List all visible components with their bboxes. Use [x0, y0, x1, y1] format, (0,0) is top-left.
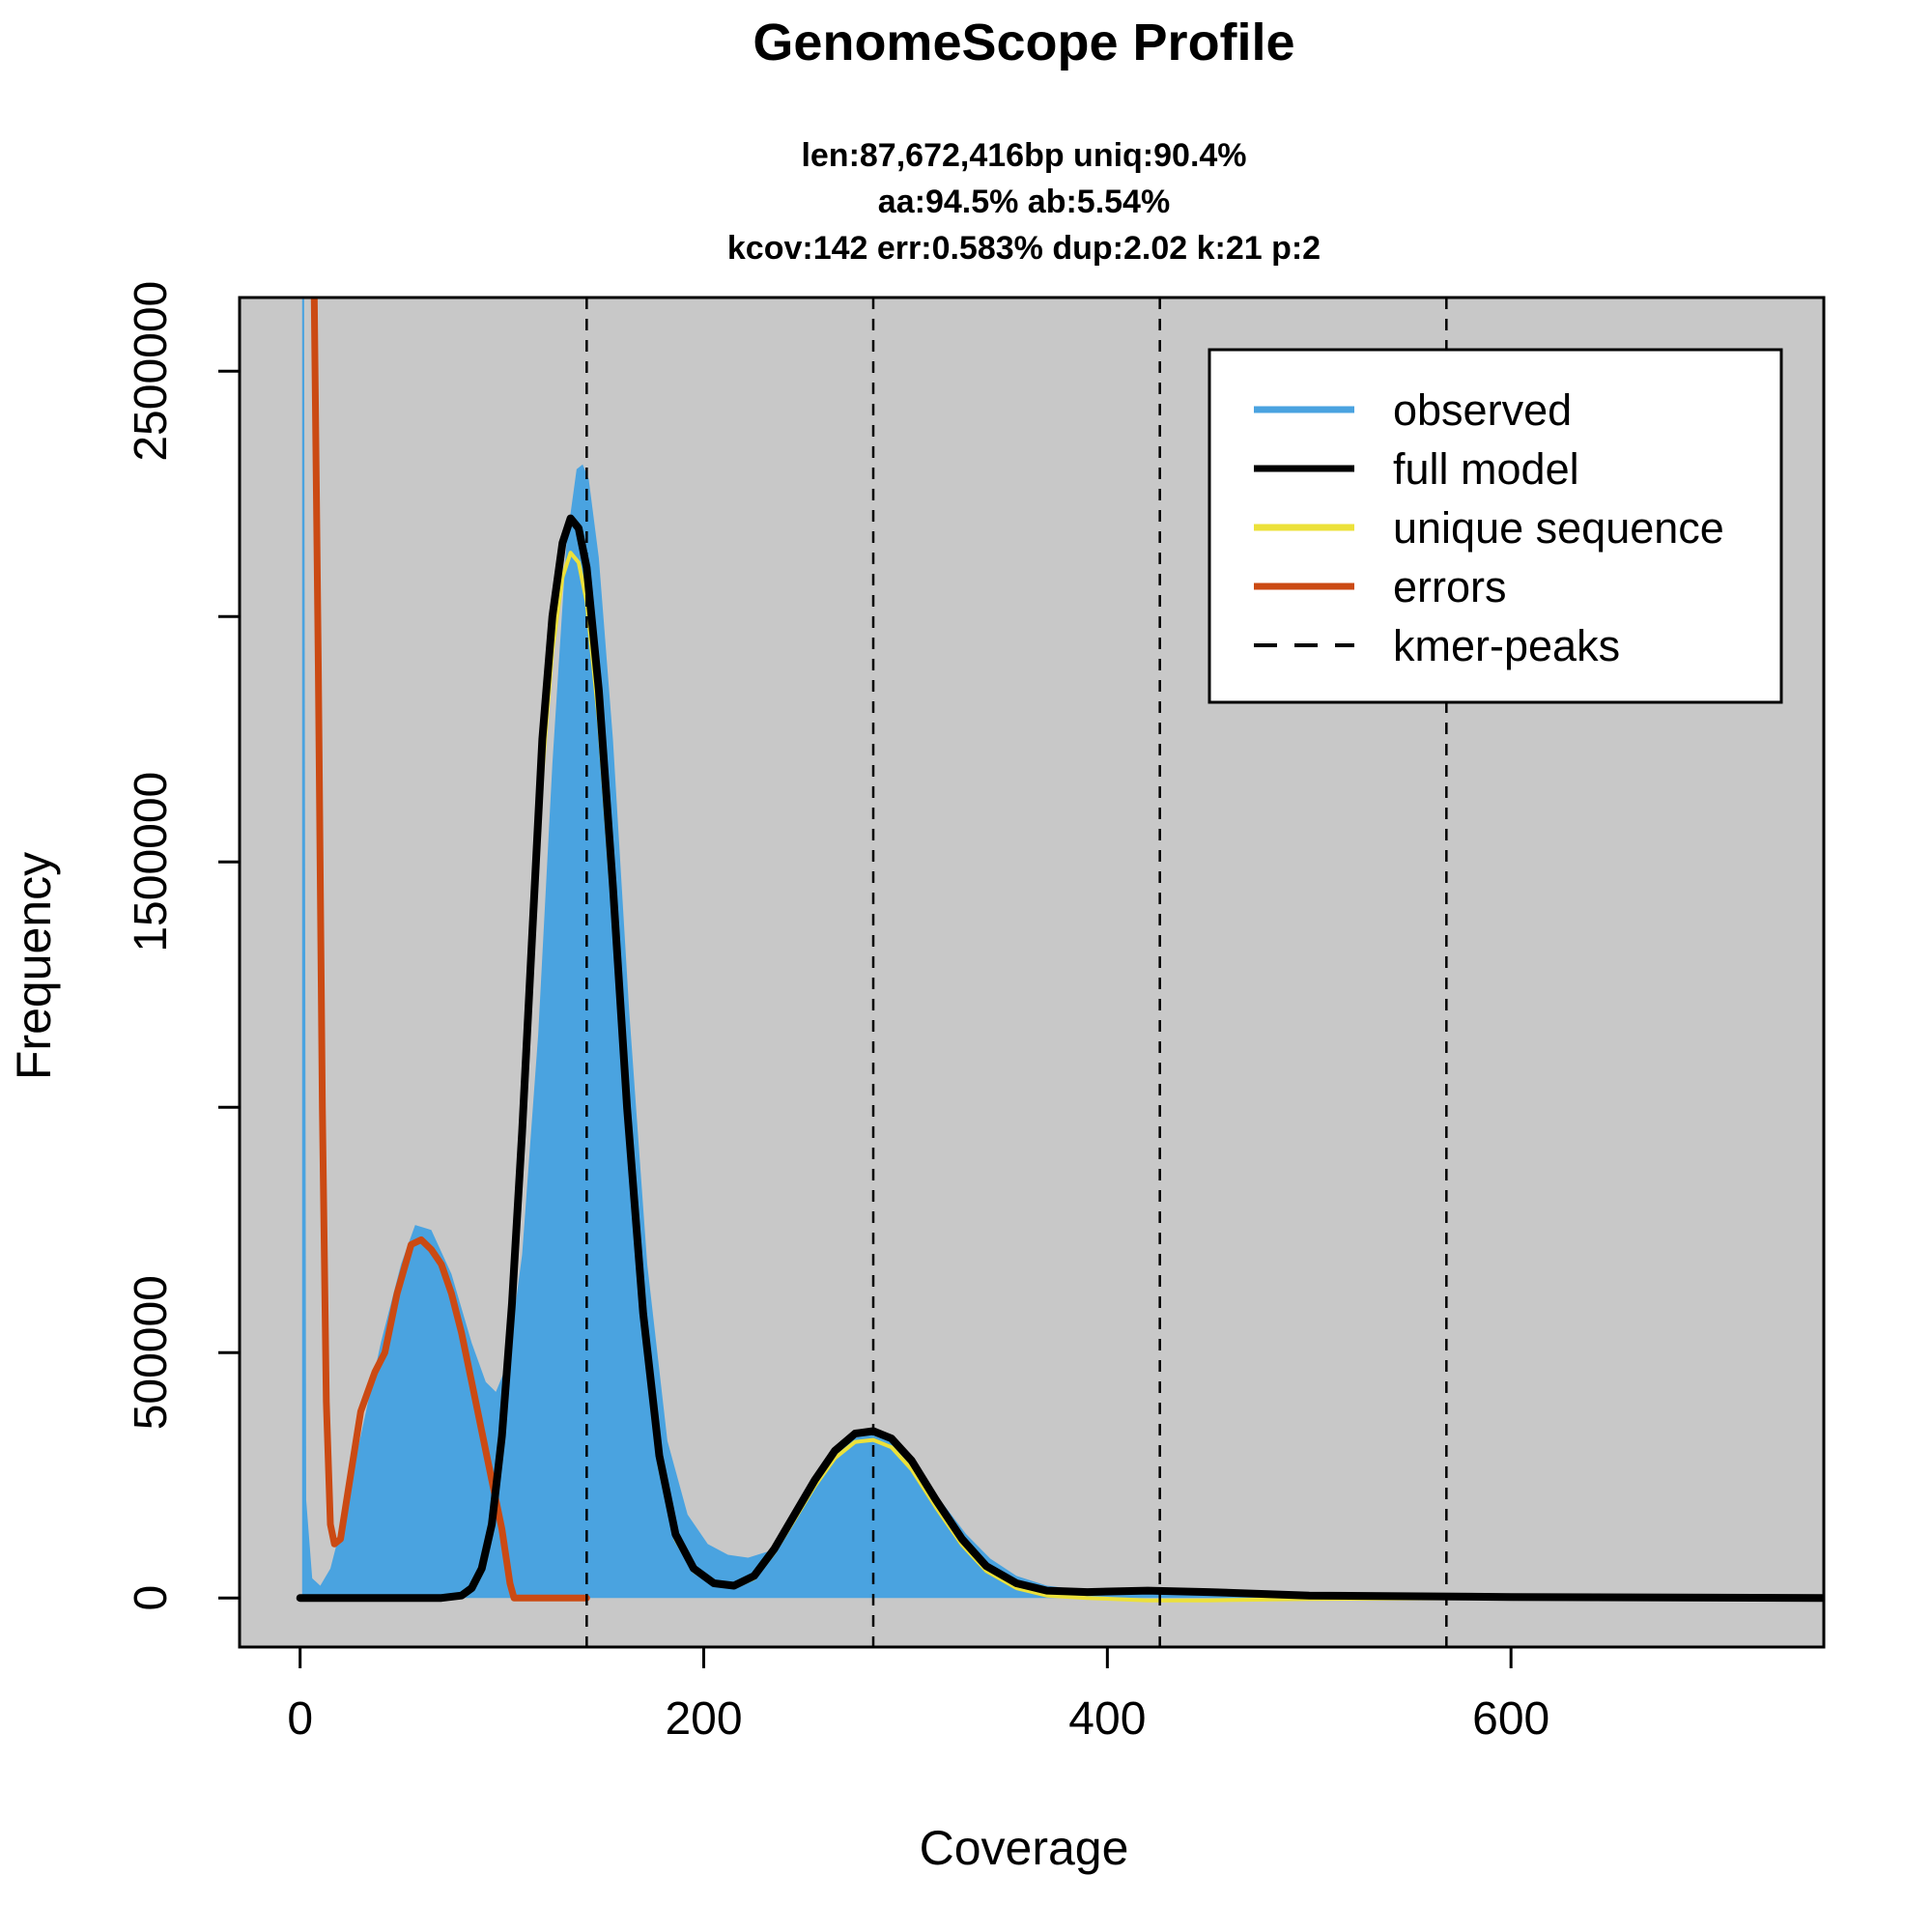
y-axis-label: Frequency — [7, 852, 61, 1080]
x-tick-label-400: 400 — [1068, 1693, 1146, 1745]
chart-subtitle-line-2: aa:94.5% ab:5.54% — [878, 184, 1170, 220]
y-tick-label-500000: 500000 — [126, 1275, 177, 1430]
chart-title: GenomeScope Profile — [753, 14, 1294, 71]
x-tick-label-200: 200 — [665, 1693, 742, 1745]
legend: observed full model unique sequence errors k… — [1208, 348, 1783, 704]
series-observed-area — [301, 298, 1824, 1599]
chart-subtitle-line-1: len:87,672,416bp uniq:90.4% — [801, 137, 1246, 174]
y-tick-label-0: 0 — [126, 1585, 177, 1611]
y-tick-label-2500000: 2500000 — [126, 281, 177, 462]
legend-label-full-model: full model — [1393, 444, 1579, 494]
y-tick-label-1500000: 1500000 — [126, 772, 177, 952]
x-axis-label: Coverage — [920, 1821, 1129, 1875]
plot-content — [296, 298, 1824, 1647]
x-axis-ticks: 0 200 400 600 — [287, 1647, 1549, 1745]
series-errors-line — [310, 298, 590, 1602]
x-tick-label-0: 0 — [287, 1693, 313, 1745]
chart-subtitle-line-3: kcov:142 err:0.583% dup:2.02 k:21 p:2 — [727, 230, 1321, 267]
legend-label-observed: observed — [1393, 385, 1572, 435]
y-axis-ticks: 0 500000 1500000 2500000 — [126, 281, 240, 1611]
x-tick-label-600: 600 — [1472, 1693, 1549, 1745]
legend-label-errors: errors — [1393, 562, 1507, 611]
series-full-model-line — [296, 514, 1824, 1603]
plot-frame — [238, 296, 1826, 1649]
legend-label-kmer-peaks: kmer-peaks — [1393, 621, 1620, 670]
legend-label-unique-sequence: unique sequence — [1393, 503, 1724, 553]
